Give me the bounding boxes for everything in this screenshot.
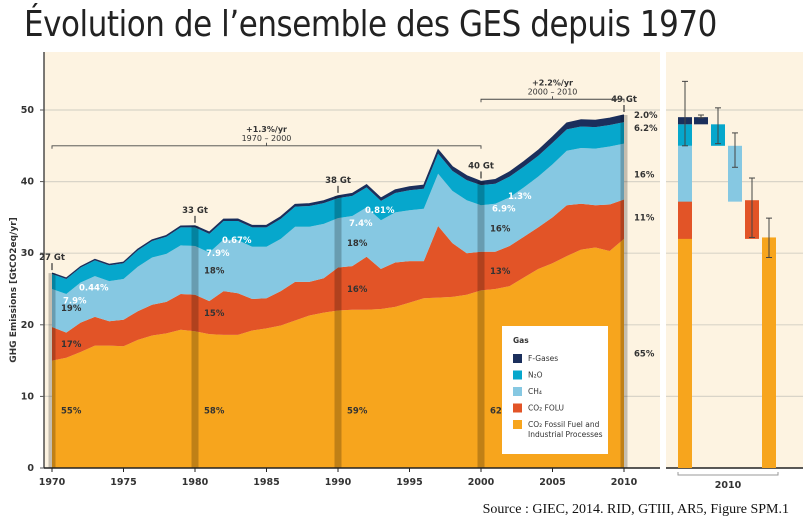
y-tick-20: 20 [21,320,35,331]
x-tick-1995: 1995 [396,477,422,488]
area-n2o [52,122,624,295]
milestone-bar-1990 [334,195,342,469]
total-label-1970: 27 Gt [39,253,65,263]
legend-swatch-co2_folu [513,403,522,413]
share-label-co2_folu-1970: 17% [61,340,82,350]
area-ch4 [52,143,624,333]
uncertainty-bracket [677,472,779,476]
legend-label-co2_fossil-line2: Industrial Processes [528,430,603,439]
growth-period-1: 2000 – 2010 [528,87,578,96]
y-tick-0: 0 [27,463,34,474]
y-axis-label: GHG Emissions [GtCO2eq/yr] [9,217,19,363]
growth-rate-0: +1.3%/yr [246,125,287,134]
area-fgases [52,115,624,279]
share-label-co2_folu-1980: 15% [204,309,225,319]
tick-labels: 0 10 20 30 40 50 1970 1975 1980 1985 1990 1995 2000 2… [21,105,638,488]
share-label-ch4-1970: 19% [61,304,82,314]
legend-swatch-ch4 [513,387,522,396]
milestone-markers [48,105,628,469]
milestone-bar-2000 [477,181,485,469]
share-label-co2_fossil-1990: 59% [347,407,368,417]
legend-swatch-n2o [513,370,522,380]
legend-label-ch4: CH₄ [528,387,542,396]
share-label-fgases-2000: 1.3% [508,192,532,202]
share-label-ch4-1990: 18% [347,239,368,249]
share-label-ch4-2010: 16% [634,170,655,180]
share-label-n2o-1980: 7.9% [206,249,230,259]
milestone-bar-1980 [191,225,199,468]
x-tick-1975: 1975 [110,477,136,488]
x-tick-1970: 1970 [39,477,66,488]
total-label-1990: 38 Gt [325,176,351,186]
share-label-co2_folu-2010: 11% [634,213,655,223]
share-label-co2_folu-2000: 13% [490,267,511,277]
y-tick-10: 10 [21,391,35,402]
share-label-co2_fossil-2010: 65% [634,349,655,359]
area-co2_folu [52,199,624,361]
uncertainty-xlabel: 2010 [715,480,742,491]
share-label-fgases-1970: 0.44% [79,283,109,293]
growth-period-0: 1970 – 2000 [242,134,292,143]
milestone-bar-1970 [48,273,56,468]
share-label-co2_fossil-2000: 62% [490,407,511,417]
source-citation: Source : GIEC, 2014. RID, GTIII, AR5, Fi… [482,502,789,517]
x-tick-2000: 2000 [468,477,495,488]
stack-2010-ch4 [678,145,692,202]
total-outline [51,114,625,279]
share-label-n2o-1970: 7.9% [63,296,87,306]
share-label-fgases-2010: 2.0% [634,111,658,121]
x-tick-1980: 1980 [182,477,209,488]
y-tick-50: 50 [21,105,35,116]
share-label-ch4-1980: 18% [204,266,225,276]
milestone-bar-2010 [620,115,628,469]
share-label-fgases-1980: 0.67% [222,236,252,246]
uncertainty-bar-ch4 [728,145,742,202]
growth-rate-1: +2.2%/yr [532,78,573,87]
share-label-co2_fossil-1970: 55% [61,407,82,417]
stacked-areas [51,114,625,468]
legend-swatch-co2_fossil [513,420,522,429]
share-label-n2o-2000: 6.9% [492,205,516,215]
uncertainty-bars-2010: 2010 [677,80,779,491]
stack-2010-co2_fossil [678,237,692,468]
share-label-co2_folu-1990: 16% [347,285,368,295]
legend-label-n2o: N₂O [528,371,543,380]
x-tick-2005: 2005 [539,477,565,488]
legend-label-co2_folu: CO₂ FOLU [528,404,564,413]
uncertainty-bar-fgases [694,117,708,125]
x-tick-1990: 1990 [325,477,352,488]
total-label-1980: 33 Gt [182,206,208,216]
y-tick-30: 30 [21,248,35,259]
share-label-co2_fossil-1980: 58% [204,407,225,417]
total-label-2000: 40 Gt [468,161,494,171]
legend-label-co2_fossil: CO₂ Fossil Fuel and [528,420,600,429]
y-tick-40: 40 [21,177,35,188]
stack-2010-co2_folu [678,200,692,239]
uncertainty-bar-co2_fossil [762,237,776,468]
share-label-n2o-1990: 7.4% [349,219,373,229]
legend: Gas F-Gases N₂O CH₄ CO₂ FOLU CO₂ Fossil Fuel … [502,326,608,454]
page-title: Évolution de l’ensemble des GES depuis 1… [24,4,717,45]
share-label-n2o-2010: 6.2% [634,124,658,134]
legend-title: Gas [513,336,529,345]
share-label-ch4-2000: 16% [490,224,511,234]
legend-label-fgases: F-Gases [528,354,558,363]
x-tick-1985: 1985 [253,477,279,488]
area-co2_fossil [52,238,624,468]
x-tick-2010: 2010 [611,477,638,488]
share-label-fgases-1990: 0.81% [365,206,395,216]
legend-swatch-fgases [513,354,522,363]
